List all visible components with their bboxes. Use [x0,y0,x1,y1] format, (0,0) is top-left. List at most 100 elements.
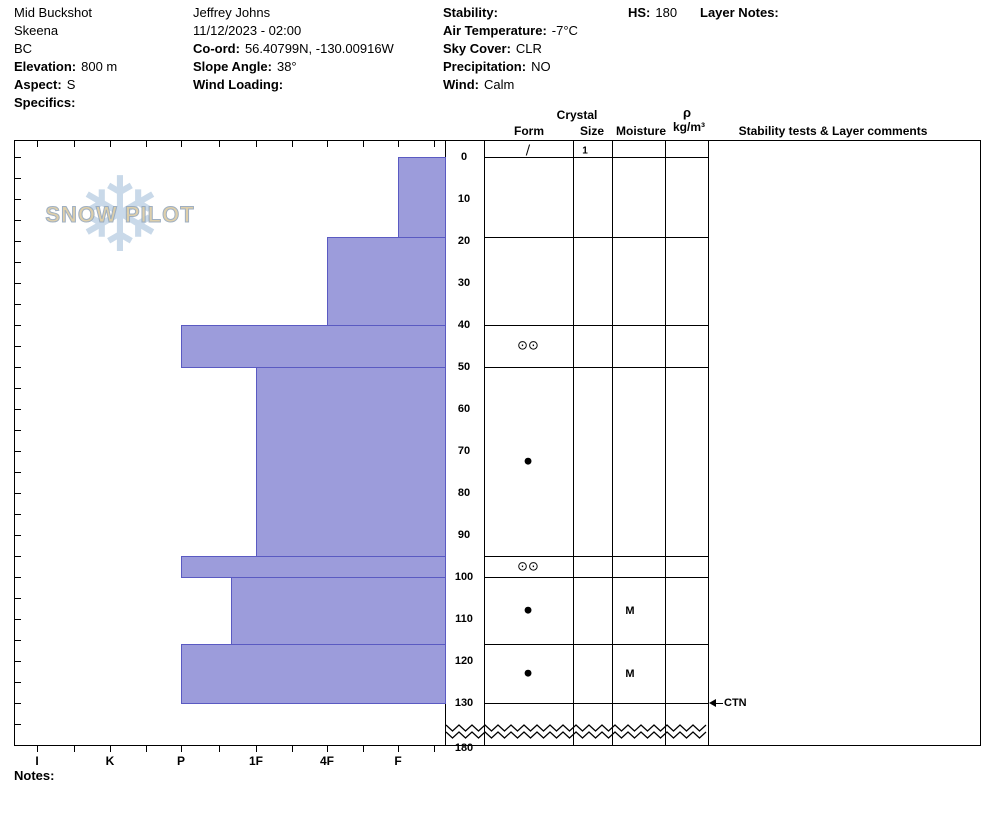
moisture-column-header: Moisture [615,124,667,138]
hardness-tick-top [362,141,364,147]
size-column-header: Size [579,124,605,138]
wind-loading: Wind Loading: [193,77,288,92]
notes-section: Notes: [14,768,54,783]
form-column-header: Form [514,124,544,138]
hs-total-height: HS: 180 [628,5,677,20]
depth-tick [15,640,21,641]
grain-form-symbol: / [525,143,531,159]
specifics-label: Specifics: [14,95,76,110]
hardness-tick-bottom [291,746,293,752]
depth-axis-label: 80 [457,487,471,499]
hardness-tick-top [256,141,257,147]
grain-form-symbol: ⊙⊙ [517,338,539,354]
depth-tick [15,241,21,242]
hardness-tick-bottom [327,746,328,752]
elevation: Elevation: 800 m [14,59,117,74]
depth-tick [15,514,21,515]
moisture-value: M [625,604,635,617]
grain-form-symbol: ⊙⊙ [517,559,539,574]
hardness-tick-top [73,141,75,147]
hardness-tick-bottom [433,746,435,752]
aspect-label: Aspect: [14,77,62,92]
hardness-tick-top [291,141,293,147]
depth-tick [15,724,21,725]
test-arrow-shaft [715,702,723,704]
layer-boundary-line [484,325,708,326]
snowflake-icon: ❄ [76,154,164,276]
chart-border-left [14,140,15,746]
aspect-value: S [66,77,76,92]
bottom-depth-label: 180 [454,742,474,754]
depth-tick [15,346,21,347]
density-units-header: kg/m³ [672,120,706,134]
layer-boundary-line [484,157,708,158]
layer-boundary-line [484,703,708,704]
moisture-density-divider [665,140,666,745]
hardness-bar [327,236,446,326]
elevation-label: Elevation: [14,59,77,74]
precipitation: Precipitation: NO [443,59,551,74]
hardness-tick-bottom [145,746,147,752]
hardness-tick-top [327,141,328,147]
hardness-tick-top [110,141,111,147]
depth-axis-label: 70 [457,445,471,457]
depth-tick [15,178,21,179]
region-name: Skeena [14,23,59,38]
depth-tick [15,157,21,158]
hardness-bar [181,325,446,368]
depth-tick [15,451,21,452]
snowpilot-logo: ❄ SNOW PILOT [40,160,200,272]
hardness-tick-bottom [398,746,399,752]
density-symbol-header: ρ [682,105,692,120]
layer-boundary-line [484,236,708,238]
depth-tick [15,409,21,410]
depth-axis-label: 30 [457,277,471,289]
air-temperature-label: Air Temperature: [443,23,547,38]
layer-boundary-line [484,577,708,578]
coordinates-value: 56.40799N, -130.00916W [244,41,394,56]
size-moisture-divider [612,140,613,745]
density-comments-divider [708,140,709,745]
hardness-bar [181,556,446,578]
grain-size-value: 1 [582,145,588,157]
hardness-tick-bottom [73,746,75,752]
hardness-axis-label: 1F [248,754,264,768]
depth-tick [15,598,21,599]
depth-break-zigzag [445,724,707,739]
hardness-tick-bottom [362,746,364,752]
depth-tick [15,325,21,326]
test-arrow-icon [709,699,716,707]
precipitation-value: NO [531,59,551,74]
hardness-tick-bottom [218,746,220,752]
depth-tick [15,619,21,620]
slope-angle-label: Slope Angle: [193,59,272,74]
depth-tick [15,703,21,704]
hardness-tick-top [145,141,147,147]
coordinates: Co-ord: 56.40799N, -130.00916W [193,41,394,56]
depth-axis-label: 110 [455,613,473,625]
air-temperature-value: -7°C [551,23,578,38]
depth-tick [15,283,21,284]
notes-label: Notes: [14,768,55,783]
depth-tick [15,388,21,389]
layer-boundary-line [484,556,708,557]
stability-label: Stability: [443,5,498,20]
hs-value: 180 [655,5,678,20]
depth-tick [15,661,21,662]
depth-axis-label: 50 [457,361,471,373]
hardness-tick-bottom [110,746,111,752]
depth-axis-label: 90 [457,529,471,541]
chart-border-right [980,140,981,746]
hardness-axis-label: 4F [319,754,335,768]
hardness-tick-top [218,141,220,147]
hardness-tick-top [181,141,182,147]
grain-form-symbol: ● [524,456,532,466]
depth-tick [15,472,21,473]
hs-label: HS: [628,5,651,20]
hardness-axis-label: K [105,754,115,768]
depth-axis-label: 60 [457,403,471,415]
depth-tick [15,367,21,368]
hardness-tick-top [398,141,399,147]
province-name: BC [14,41,33,56]
